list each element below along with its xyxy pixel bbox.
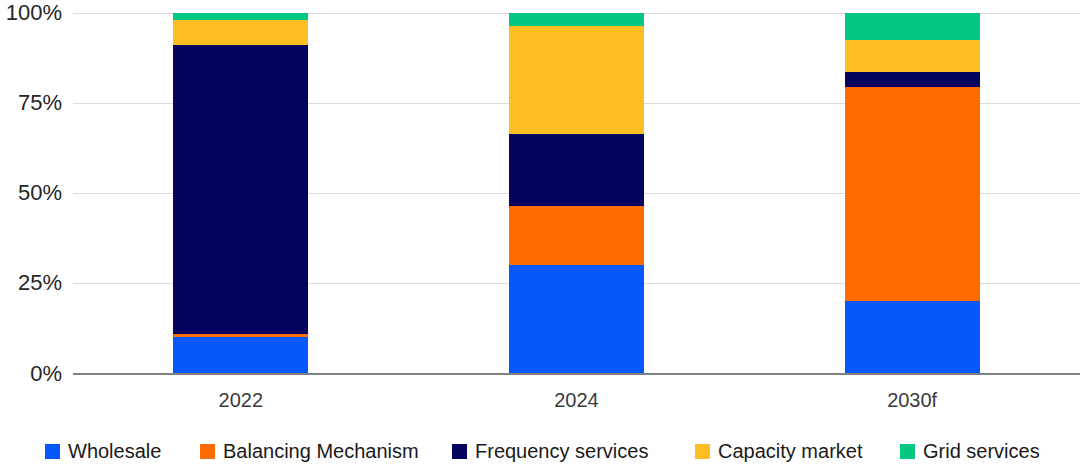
bar-segment-balancing-mechanism-2024[interactable] xyxy=(509,206,644,265)
y-tick-label: 0% xyxy=(0,363,62,385)
legend-swatch-icon xyxy=(45,444,60,459)
x-tick-label-2022: 2022 xyxy=(161,389,321,411)
x-tick-label-2024: 2024 xyxy=(497,389,657,411)
bar-segment-balancing-mechanism-2030f[interactable] xyxy=(845,87,980,301)
bar-segment-wholesale-2030f[interactable] xyxy=(845,301,980,373)
bar-segment-grid-services-2024[interactable] xyxy=(509,13,644,26)
y-tick-label: 100% xyxy=(0,2,62,24)
bar-segment-balancing-mechanism-2022[interactable] xyxy=(173,334,308,338)
bar-segment-capacity-market-2024[interactable] xyxy=(509,26,644,134)
legend-label: Capacity market xyxy=(718,439,863,463)
x-tick-label-2030f: 2030f xyxy=(832,389,992,411)
y-tick-label: 25% xyxy=(0,272,62,294)
legend-swatch-icon xyxy=(452,444,467,459)
legend-item-wholesale[interactable]: Wholesale xyxy=(45,439,161,463)
bar-segment-grid-services-2030f[interactable] xyxy=(845,13,980,40)
legend-item-capacity-market[interactable]: Capacity market xyxy=(695,439,863,463)
bar-segment-capacity-market-2030f[interactable] xyxy=(845,40,980,72)
stacked-bar-chart: 0% 25% 50% 75% 100% 2022 2024 2030f Wholesale B… xyxy=(0,0,1080,466)
y-tick-label: 75% xyxy=(0,92,62,114)
bar-segment-wholesale-2022[interactable] xyxy=(173,337,308,373)
bar-segment-frequency-services-2030f[interactable] xyxy=(845,72,980,86)
legend-swatch-icon xyxy=(695,444,710,459)
bar-segment-grid-services-2022[interactable] xyxy=(173,13,308,20)
bar-segment-wholesale-2024[interactable] xyxy=(509,265,644,373)
bar-segment-capacity-market-2022[interactable] xyxy=(173,20,308,45)
legend-label: Frequency services xyxy=(475,439,648,463)
legend-item-frequency-services[interactable]: Frequency services xyxy=(452,439,648,463)
legend-swatch-icon xyxy=(200,444,215,459)
legend-label: Balancing Mechanism xyxy=(223,439,419,463)
legend-item-balancing-mechanism[interactable]: Balancing Mechanism xyxy=(200,439,419,463)
y-tick-label: 50% xyxy=(0,182,62,204)
bar-segment-frequency-services-2024[interactable] xyxy=(509,134,644,206)
legend-label: Grid services xyxy=(923,439,1040,463)
bar-segment-frequency-services-2022[interactable] xyxy=(173,45,308,333)
legend-label: Wholesale xyxy=(68,439,161,463)
legend-swatch-icon xyxy=(900,444,915,459)
legend-item-grid-services[interactable]: Grid services xyxy=(900,439,1040,463)
